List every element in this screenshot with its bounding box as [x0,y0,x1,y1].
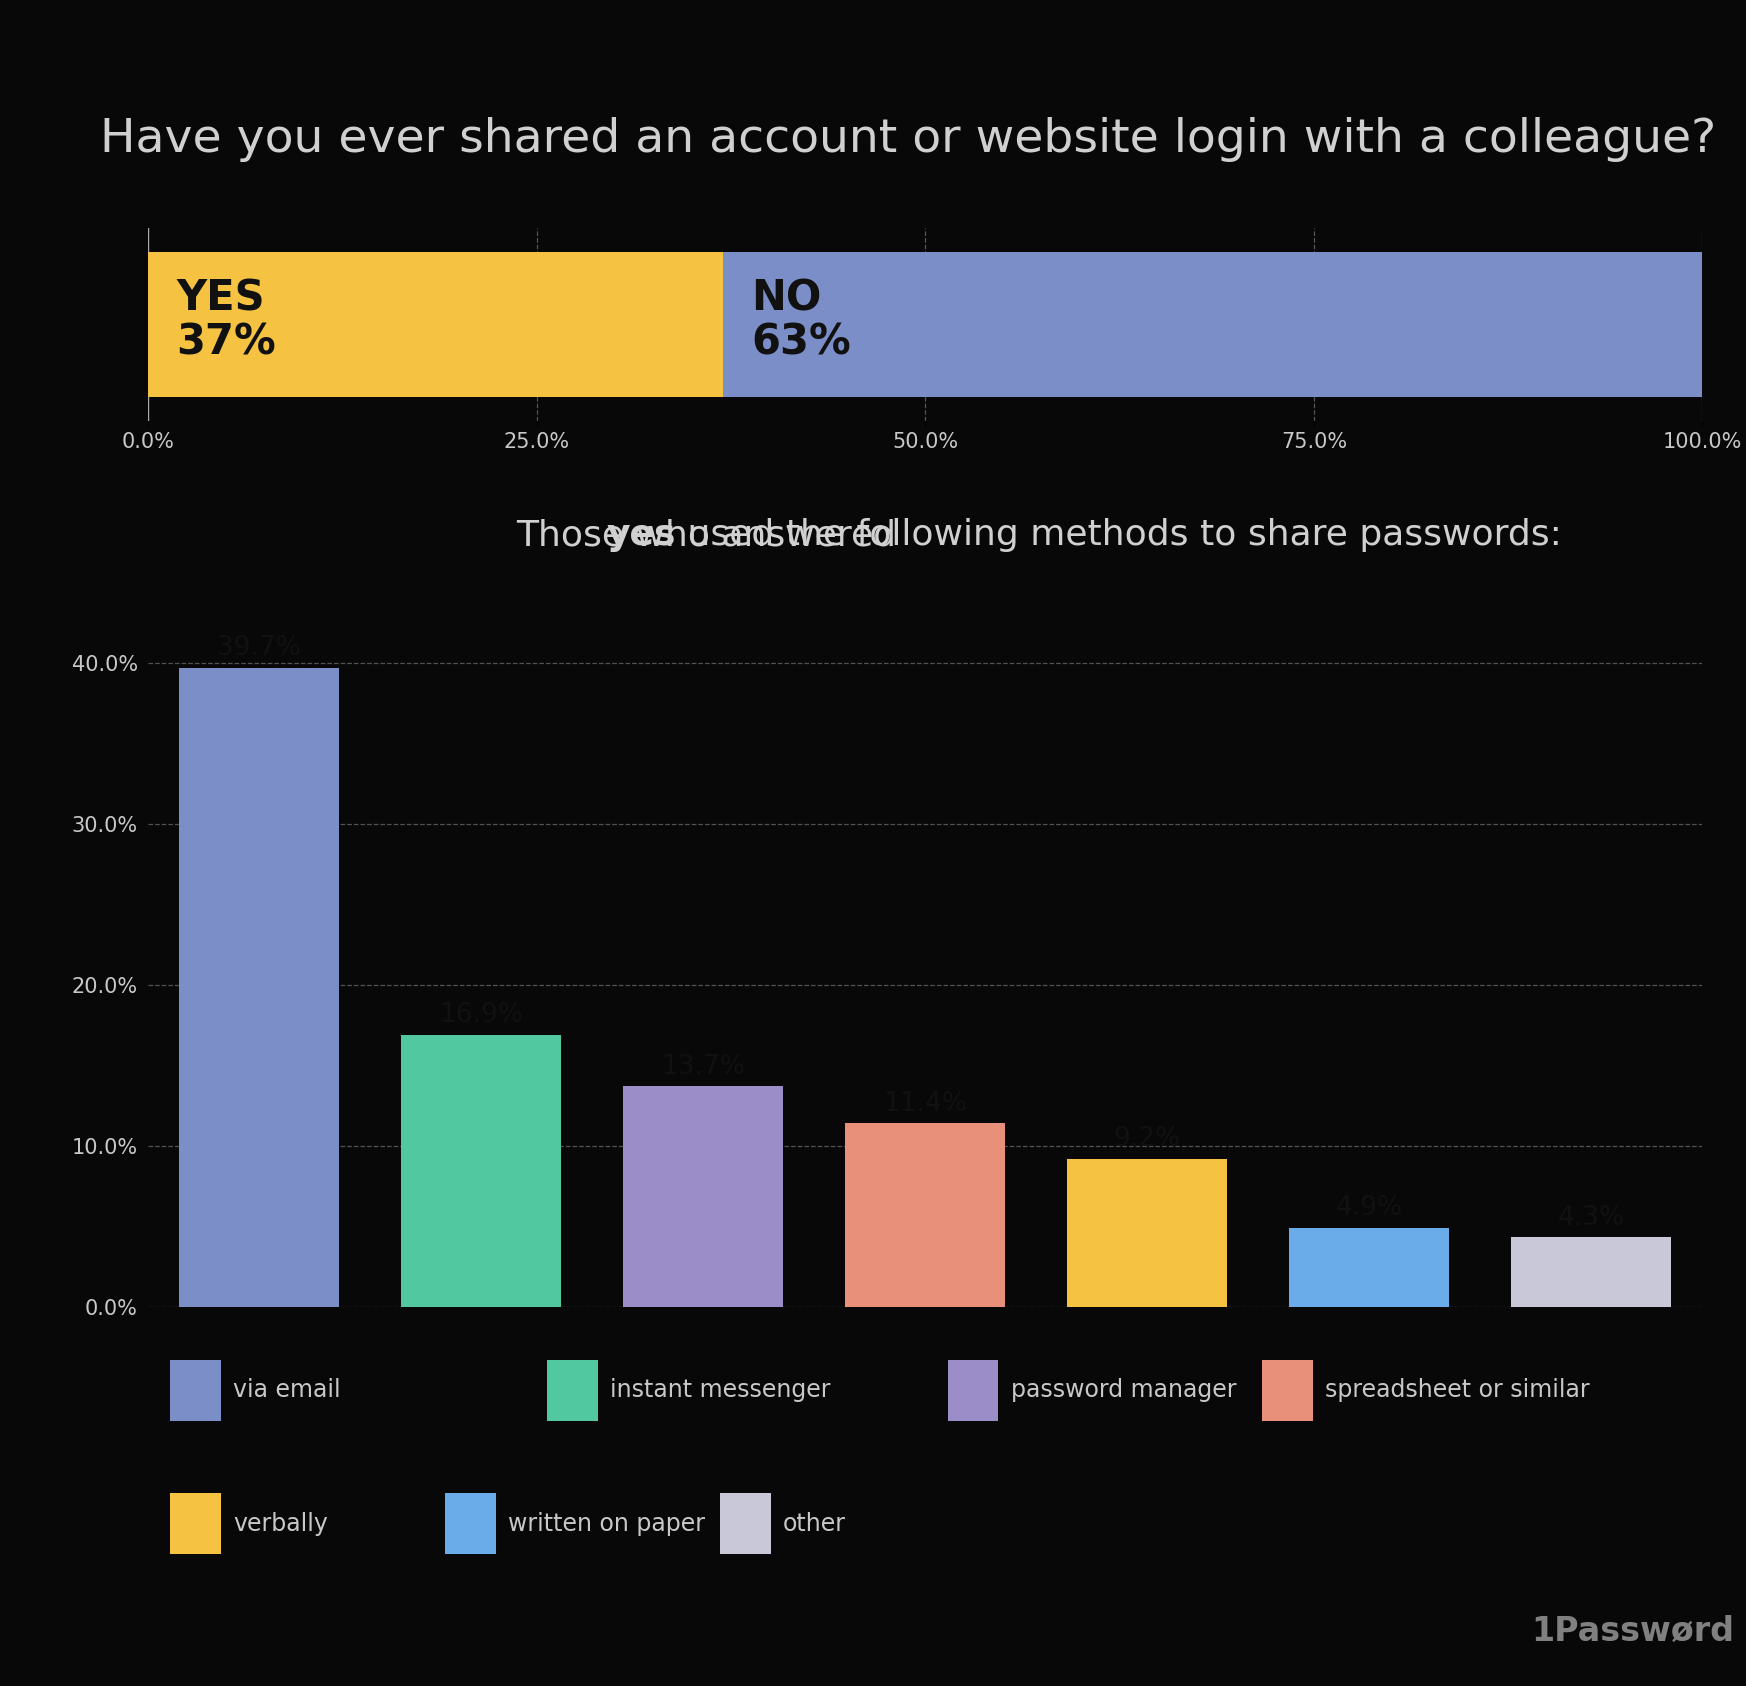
Bar [723,251,1702,398]
Text: 9.2%: 9.2% [1114,1126,1180,1152]
Text: 16.9%: 16.9% [440,1001,524,1028]
Bar [845,1123,1006,1307]
Text: 11.4%: 11.4% [883,1091,967,1116]
Bar [1290,1227,1449,1307]
Text: yes: yes [608,518,676,553]
Bar [623,1086,784,1307]
Text: spreadsheet or similar: spreadsheet or similar [1325,1377,1591,1403]
Bar [1512,1238,1671,1307]
Text: instant messenger: instant messenger [611,1377,831,1403]
Text: password manager: password manager [1011,1377,1236,1403]
Bar [1067,1158,1227,1307]
Text: used the following methods to share passwords:: used the following methods to share pass… [676,518,1563,553]
Text: via email: via email [234,1377,340,1403]
Text: 13.7%: 13.7% [662,1054,746,1079]
Bar [402,1035,560,1307]
Text: YES
37%: YES 37% [176,278,276,364]
Bar [148,251,723,398]
Bar [171,1359,220,1421]
Bar [171,1494,220,1554]
Text: Have you ever shared an account or website login with a colleague?: Have you ever shared an account or websi… [100,116,1716,162]
Text: 4.9%: 4.9% [1336,1195,1404,1221]
Bar [721,1494,770,1554]
Bar [445,1494,496,1554]
Text: written on paper: written on paper [508,1512,705,1536]
Text: 1Passwørd: 1Passwørd [1531,1615,1734,1647]
Bar [948,1359,999,1421]
Text: verbally: verbally [234,1512,328,1536]
Text: NO
63%: NO 63% [751,278,850,364]
Bar [1262,1359,1313,1421]
Text: Those who answered: Those who answered [517,518,908,553]
Text: other: other [784,1512,847,1536]
Text: 4.3%: 4.3% [1557,1205,1626,1231]
Bar [180,668,339,1307]
Text: 39.7%: 39.7% [218,636,302,661]
Bar [548,1359,597,1421]
Text: Those who answered yes used the following methods to share passwords:: Those who answered yes used the followin… [237,518,1578,553]
